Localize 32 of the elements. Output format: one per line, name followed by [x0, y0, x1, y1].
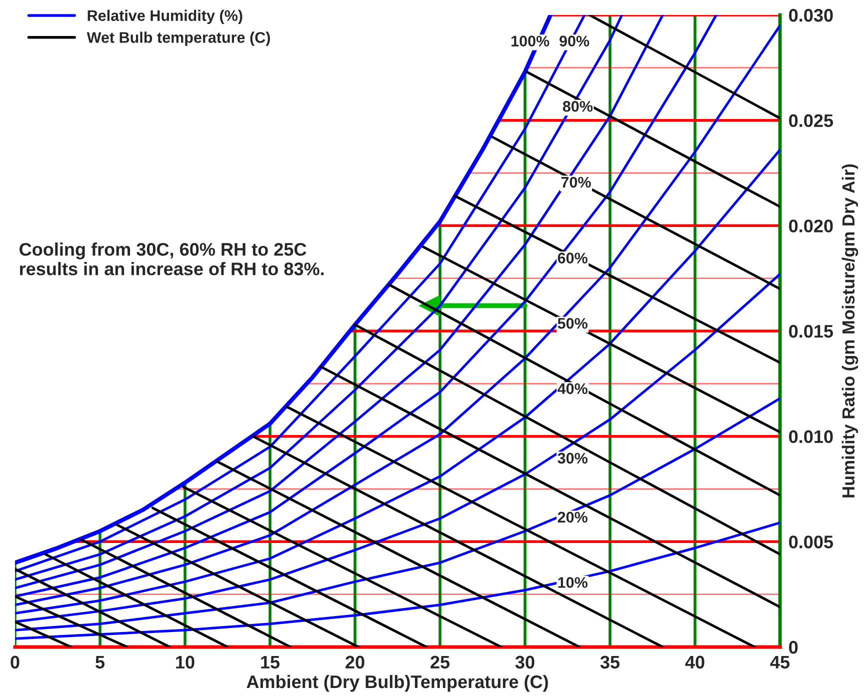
annotation: 30% [558, 452, 588, 464]
annotation: 10% [558, 577, 588, 588]
y-tick-label: 0.010 [789, 430, 833, 444]
x-tick-label: 45 [770, 656, 790, 669]
legend-label: Relative Humidity (%) [88, 10, 242, 24]
x-tick-label: 10 [176, 656, 194, 669]
y-tick-label: 0.015 [789, 324, 834, 338]
y-tick-label: 0.025 [789, 114, 834, 128]
legend-label: Wet Bulb temperature (C) [86, 32, 270, 46]
x-tick-label: 20 [346, 656, 364, 669]
x-tick-label: 30 [515, 656, 534, 669]
y-tick-label: 0.005 [789, 536, 834, 548]
annotation: 70% [561, 176, 591, 188]
annotation: 60% [558, 252, 588, 264]
annotation: 90% [560, 36, 590, 46]
y-axis-title: Humidity Ratio (gm Moisture/gm Dry Air) [842, 164, 858, 498]
annotation: 80% [562, 100, 593, 112]
x-tick-label: 40 [685, 656, 704, 669]
annotation: 40% [558, 383, 588, 394]
x-tick-label: 15 [261, 656, 280, 669]
annotation: 20% [558, 512, 588, 523]
y-tick-label: 0.030 [789, 8, 833, 22]
annotation: Cooling from 30C, 60% RH to 25C results in an increase of RH to 83%. [20, 242, 324, 276]
y-tick-label: 0.020 [789, 220, 833, 232]
annotation: 50% [558, 318, 588, 329]
y-tick-label: 0 [789, 640, 798, 654]
x-axis-title: Ambient (Dry Bulb)Temperature (C) [246, 674, 548, 692]
x-tick-label: 0 [10, 656, 20, 669]
annotation: 100% [512, 36, 550, 46]
x-tick-label: 5 [96, 656, 105, 669]
x-tick-label: 35 [600, 656, 620, 669]
x-tick-label: 25 [430, 656, 450, 669]
